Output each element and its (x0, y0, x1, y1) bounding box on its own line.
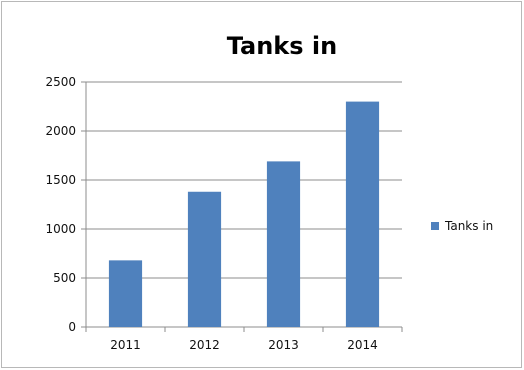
x-tick-labels: 2011 2012 2013 2014 (110, 338, 378, 352)
x-tick-label: 2013 (268, 338, 299, 352)
y-tick-label: 2500 (45, 75, 76, 89)
bar-2013 (266, 161, 301, 327)
y-tick-labels: 0 500 1000 1500 2000 2500 (45, 75, 76, 334)
y-tick-label: 500 (53, 271, 76, 285)
y-tick-label: 1000 (45, 222, 76, 236)
legend-label: Tanks in (444, 219, 493, 233)
x-tick-label: 2011 (110, 338, 141, 352)
bar-2014 (345, 101, 380, 327)
bar-2012 (187, 191, 222, 327)
chart-title: Tanks in (227, 32, 337, 60)
y-tick-label: 1500 (45, 173, 76, 187)
bar-2011 (108, 260, 143, 327)
y-tick-label: 2000 (45, 124, 76, 138)
bars (108, 101, 380, 327)
legend-swatch (431, 222, 439, 230)
x-tick-label: 2012 (189, 338, 220, 352)
legend: Tanks in (431, 219, 493, 233)
x-tick-label: 2014 (347, 338, 378, 352)
y-tick-label: 0 (68, 320, 76, 334)
